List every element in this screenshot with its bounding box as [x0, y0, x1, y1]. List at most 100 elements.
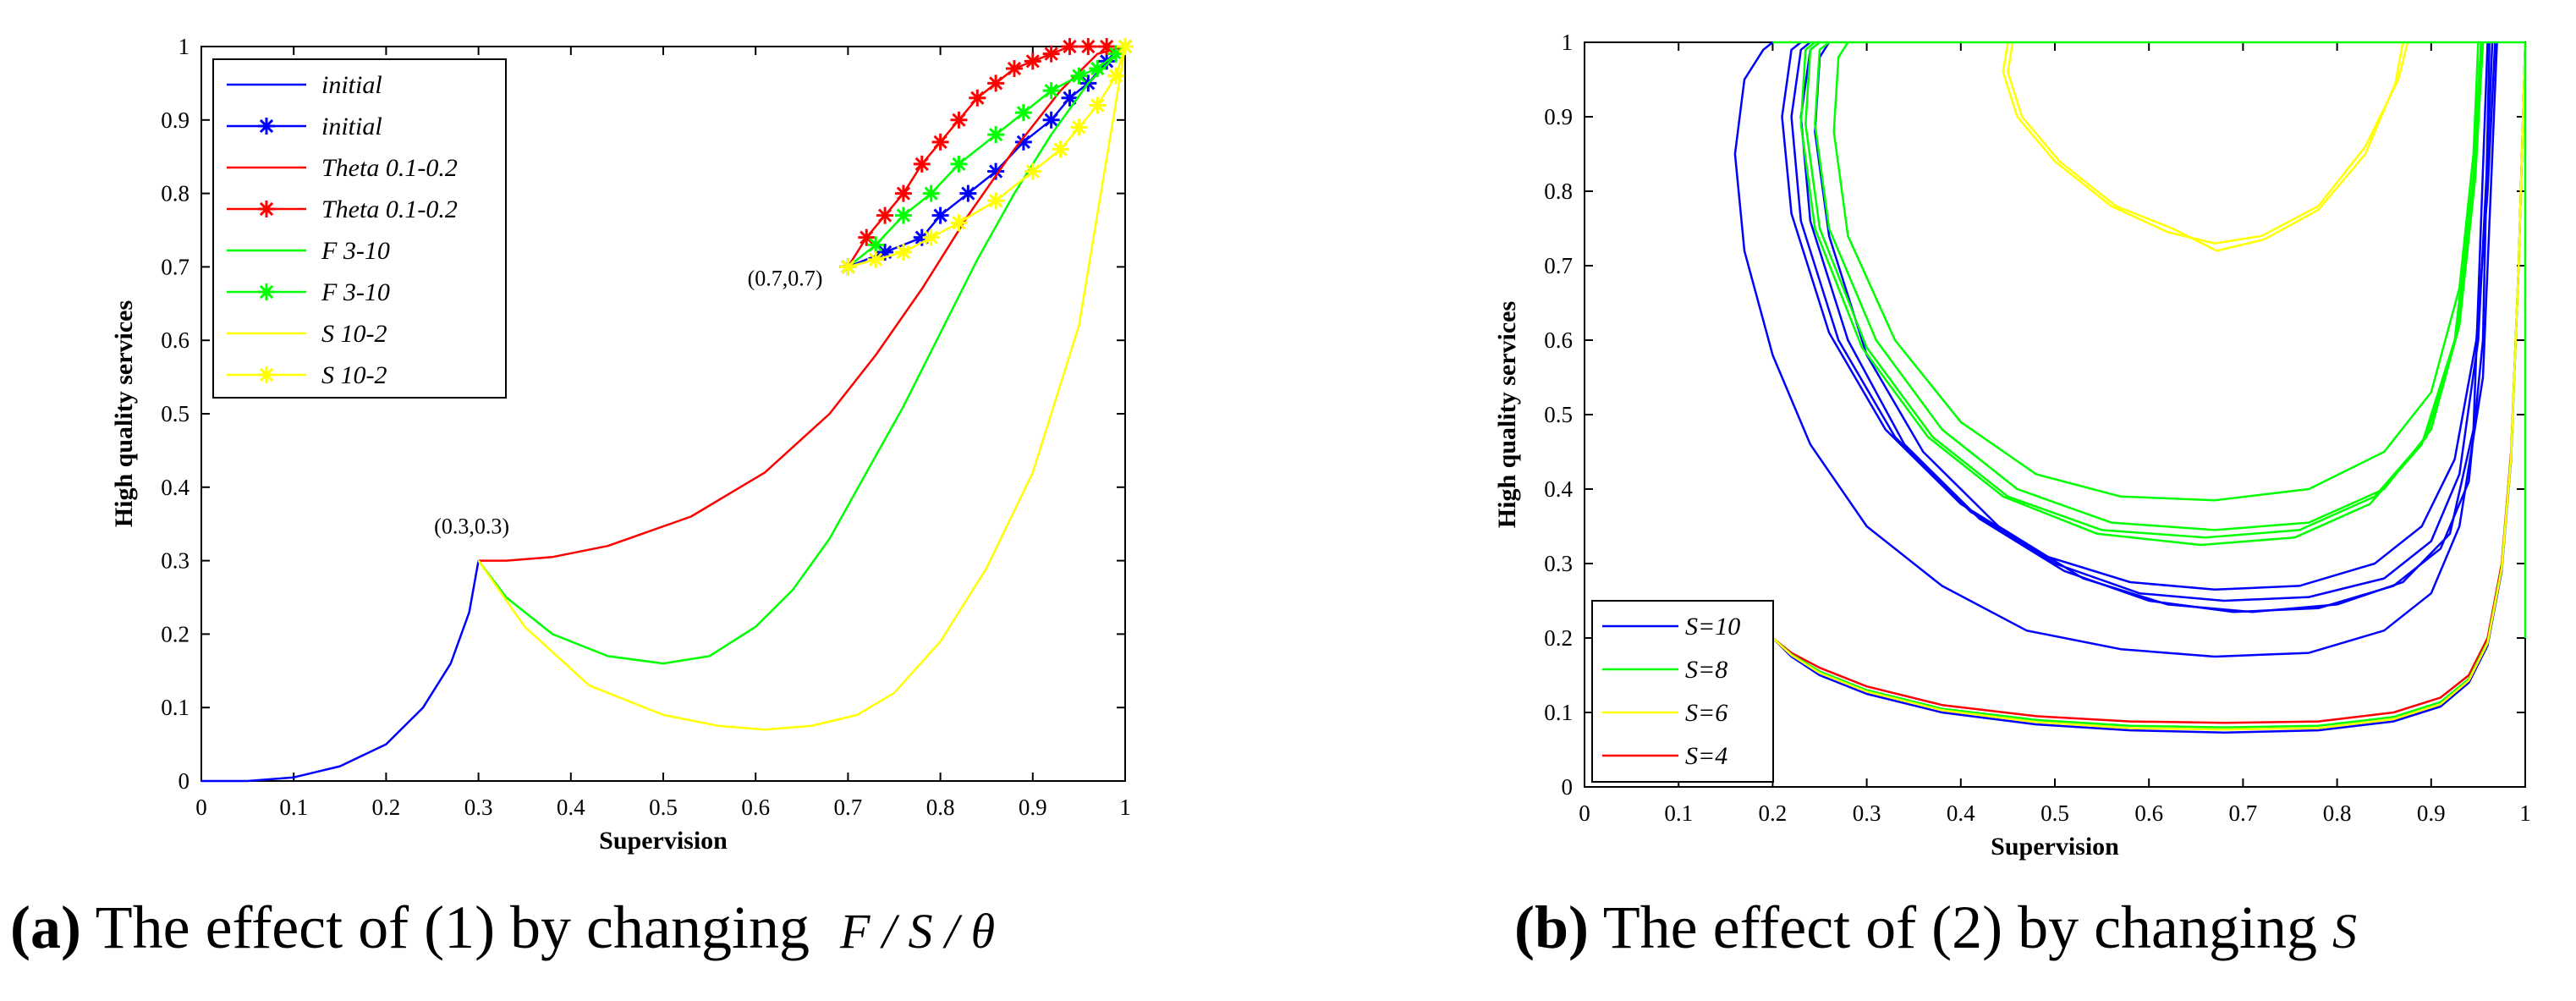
b-xtick-label: 0.9 — [2417, 800, 2446, 826]
a-series-point — [931, 133, 949, 151]
a-xtick-label: 0.6 — [741, 795, 770, 820]
b-ytick-label: 0.1 — [1544, 700, 1573, 725]
a-series-point — [922, 228, 940, 246]
a-ytick-label: 0.1 — [161, 695, 189, 720]
a-series-point — [1052, 140, 1069, 158]
a-series-point — [1024, 162, 1041, 180]
b-xtick-label: 0.7 — [2229, 800, 2258, 826]
a-ytick-label: 1 — [179, 34, 190, 59]
a-series-point — [959, 184, 977, 202]
a-xtick-label: 0.4 — [557, 795, 585, 820]
a-series-point — [987, 192, 1005, 210]
a-series-point — [1024, 52, 1041, 70]
a-series-point — [950, 111, 968, 129]
a-legend-entry-label: Theta 0.1-0.2 — [321, 195, 458, 223]
b-series-line — [1790, 41, 2494, 602]
b-xtick-label: 0.6 — [2134, 800, 2163, 826]
a-series-point — [894, 244, 912, 261]
a-legend-marker — [258, 366, 275, 383]
caption-b-text: The effect of (2) by changing — [1589, 894, 2333, 961]
a-annotation-label: (0.7,0.7) — [748, 266, 823, 290]
a-ytick-label: 0.4 — [161, 475, 189, 500]
a-series-point — [1079, 38, 1097, 55]
a-series-point — [1042, 45, 1060, 63]
a-legend-entry-label: S 10-2 — [321, 361, 387, 389]
b-legend-entry-label: S=8 — [1685, 656, 1727, 684]
b-xtick-label: 0.1 — [1664, 800, 1693, 826]
b-ytick-label: 0.3 — [1544, 551, 1573, 576]
a-ytick-label: 0.2 — [161, 621, 189, 646]
a-xtick-label: 1 — [1119, 795, 1131, 820]
a-series-point — [931, 206, 949, 224]
a-series-line — [847, 45, 1125, 268]
a-y-axis-label: High quality services — [110, 300, 138, 527]
a-series-line — [477, 46, 1126, 665]
a-series-point — [1117, 38, 1134, 55]
a-ytick-label: 0.6 — [161, 327, 189, 353]
a-xtick-label: 0.5 — [649, 795, 678, 820]
b-ytick-label: 0.2 — [1544, 625, 1573, 651]
b-xtick-label: 0.2 — [1759, 800, 1788, 826]
a-series-point — [1014, 104, 1032, 122]
a-series-point — [1070, 118, 1088, 136]
a-ytick-label: 0 — [179, 768, 190, 794]
a-legend-entry-label: F 3-10 — [321, 237, 390, 265]
a-series-point — [839, 258, 857, 276]
a-legend-entry-label: F 3-10 — [321, 278, 390, 306]
chart-panel-a: 0 0.1 0.2 0.3 0.4 0.5 0.6 0.7 0.8 0.9 1 0 0.1 0.2 0.3 0… — [110, 34, 1134, 855]
b-y-axis-label: High quality services — [1493, 301, 1521, 528]
a-series-point — [950, 214, 968, 232]
b-xtick-label: 1 — [2519, 800, 2531, 826]
a-series-point — [867, 250, 885, 268]
a-series-point — [1005, 60, 1023, 78]
b-legend-box — [1591, 600, 1774, 783]
b-series-line — [1733, 41, 2498, 658]
b-xtick-label: 0.8 — [2323, 800, 2352, 826]
a-series-line — [201, 560, 480, 783]
caption-a: (a) The effect of (1) by changing F / S … — [10, 893, 995, 963]
a-ytick-label: 0.3 — [161, 548, 189, 574]
b-xtick-label: 0.5 — [2040, 800, 2069, 826]
b-ytick-label: 0.5 — [1544, 402, 1573, 427]
a-ytick-label: 0.5 — [161, 401, 189, 426]
a-x-axis-label: Supervision — [599, 827, 728, 855]
b-ytick-label: 0 — [1562, 774, 1574, 800]
a-series-point — [867, 236, 885, 254]
caption-a-label: (a) — [10, 894, 81, 961]
a-xtick-label: 0.3 — [464, 795, 493, 820]
a-series-point — [894, 206, 912, 224]
b-ytick-label: 1 — [1562, 30, 1574, 55]
a-series-point — [1098, 38, 1116, 55]
b-x-axis-label: Supervision — [1991, 833, 2119, 861]
a-series-point — [894, 184, 912, 202]
a-ytick-label: 0.7 — [161, 254, 189, 279]
a-xtick-label: 0.2 — [372, 795, 401, 820]
a-legend-entry-label: S 10-2 — [321, 320, 387, 348]
b-series-line — [1799, 41, 2482, 547]
a-xtick-label: 0.1 — [279, 795, 308, 820]
b-legend-entry-label: S=6 — [1685, 699, 1727, 727]
b-series-line — [1832, 41, 2480, 502]
b-ytick-label: 0.4 — [1544, 476, 1573, 502]
a-annotation-label: (0.3,0.3) — [434, 514, 509, 539]
a-series-point — [1070, 67, 1088, 85]
b-series-line — [1771, 41, 2527, 731]
a-series-point — [1042, 82, 1060, 100]
b-legend: S=10 S=8 S=6 S=4 — [1591, 600, 1774, 783]
caption-b: (b) The effect of (2) by changing S — [1514, 893, 2357, 963]
b-series-line — [2002, 41, 2409, 245]
b-series-line — [1771, 41, 2527, 724]
chart-panel-b: 0 0.1 0.2 0.3 0.4 0.5 0.6 0.7 0.8 0.9 1 0 0.1 0.2 0.3 0… — [1493, 30, 2531, 861]
b-series-line — [2007, 41, 2404, 252]
a-legend-marker — [258, 201, 275, 217]
a-series-point — [1089, 60, 1107, 78]
a-ytick-label: 0.9 — [161, 107, 189, 133]
a-series-point — [913, 155, 931, 173]
a-ytick-label: 0.8 — [161, 181, 189, 206]
a-series-point — [950, 155, 968, 173]
a-series-point — [1089, 96, 1107, 114]
b-xtick-label: 0.4 — [1947, 800, 1975, 826]
b-xtick-label: 0.3 — [1853, 800, 1881, 826]
a-series-point — [1107, 67, 1125, 85]
